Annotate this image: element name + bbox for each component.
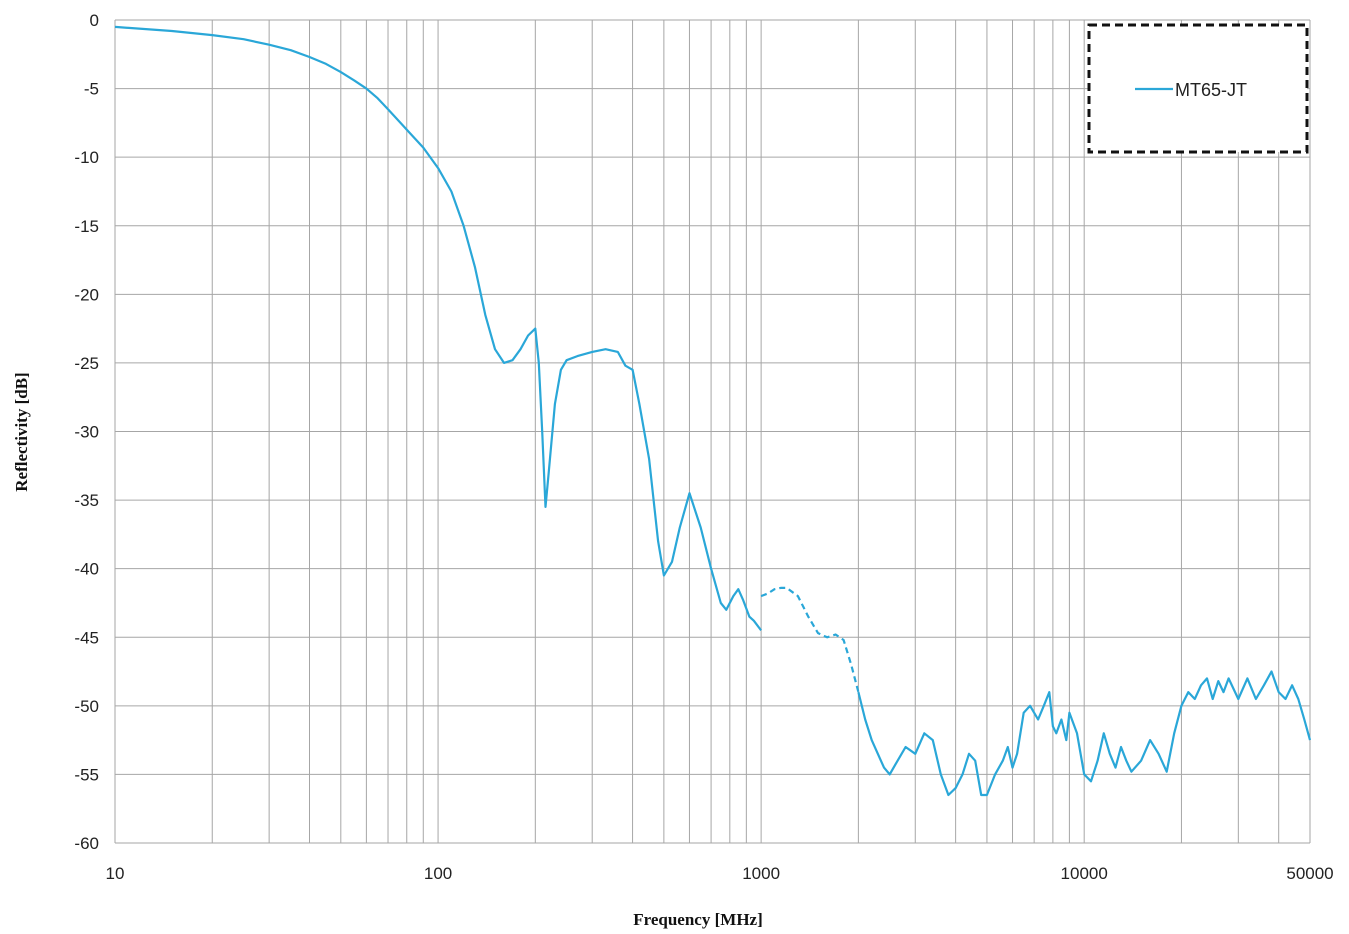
plot-frame (114, 20, 1311, 843)
y-tick-label: -55 (74, 765, 99, 784)
x-tick-label: 100 (424, 864, 452, 883)
x-axis-title: Frequency [MHz] (633, 910, 763, 929)
y-tick-label: 0 (90, 11, 99, 30)
x-tick-label: 10 (106, 864, 125, 883)
y-tick-label: -10 (74, 148, 99, 167)
x-tick-labels: 10 100 1000 10000 50000 (106, 864, 1334, 883)
y-tick-label: -45 (74, 628, 99, 647)
y-tick-labels: 0 -5 -10 -15 -20 -25 -30 -35 -40 -45 -50 -55 -60 (74, 11, 99, 853)
y-tick-label: -35 (74, 491, 99, 510)
series-line-mt65-jt (760, 586, 860, 693)
legend-label-mt65-jt: MT65-JT (1175, 80, 1247, 100)
series-layer (114, 25, 1312, 797)
y-tick-label: -15 (74, 217, 99, 236)
y-tick-label: -20 (74, 285, 99, 304)
legend: MT65-JT (1087, 23, 1309, 154)
x-tick-label: 50000 (1286, 864, 1333, 883)
series-line-mt65-jt (857, 670, 1312, 797)
y-tick-label: -50 (74, 697, 99, 716)
legend-box (1087, 23, 1309, 154)
y-tick-label: -5 (84, 80, 99, 99)
y-tick-label: -25 (74, 354, 99, 373)
y-tick-label: -60 (74, 834, 99, 853)
y-tick-label: -40 (74, 560, 99, 579)
y-axis-title: Reflectivity [dB] (12, 372, 31, 491)
y-tick-label: -30 (74, 423, 99, 442)
x-tick-label: 1000 (742, 864, 780, 883)
grid-lines (115, 19, 1310, 844)
series-line-mt65-jt (114, 25, 762, 632)
x-tick-label: 10000 (1061, 864, 1108, 883)
